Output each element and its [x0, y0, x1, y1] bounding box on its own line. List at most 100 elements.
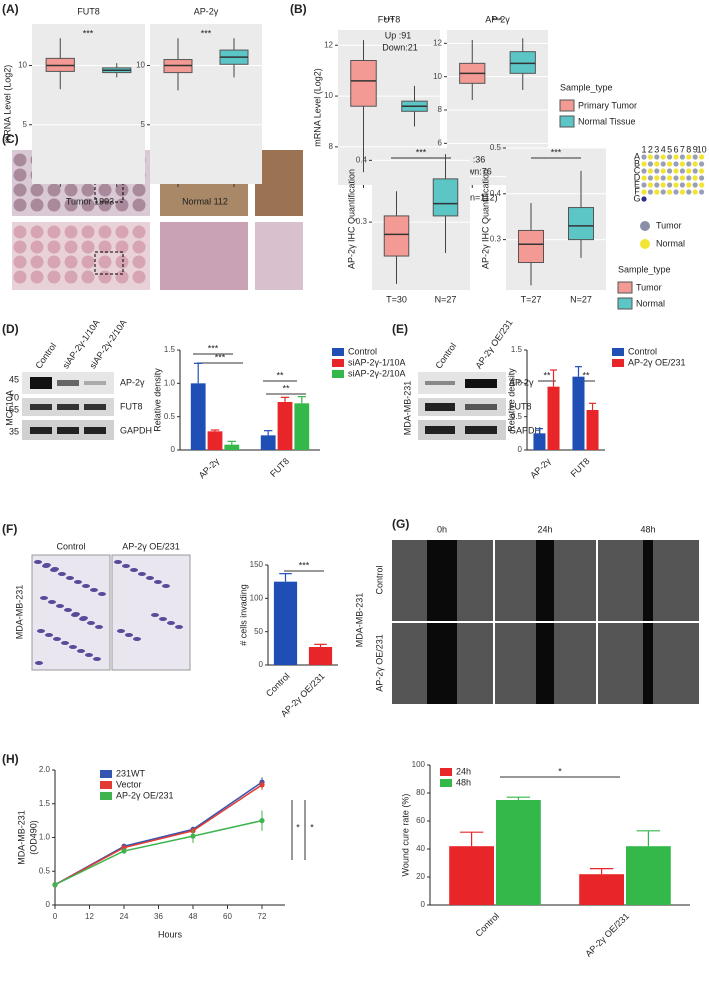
plate-row: B: [634, 158, 640, 168]
y-tick-label: 1.0: [164, 378, 176, 387]
annotation: Down:76: [456, 166, 492, 176]
tma-core: [115, 225, 129, 239]
plate-dot: [699, 168, 705, 174]
bar: [308, 647, 333, 665]
plate-dot: [660, 189, 666, 195]
y-axis-label: AP-2γ IHC Quantification: [480, 169, 490, 269]
plate-dot: [686, 161, 692, 167]
annotation: ***: [83, 28, 94, 38]
legend-swatch: [100, 781, 112, 789]
legend-label: Vector: [116, 779, 142, 789]
band-label: FUT8: [120, 401, 143, 411]
legend-swatch: [559, 99, 575, 112]
plate-dot: [660, 161, 666, 167]
y-axis-label: Wound cure rate (%): [400, 794, 410, 877]
plate-dot: [654, 154, 660, 160]
cell: [93, 657, 101, 661]
tma-core: [47, 225, 61, 239]
y-tick-label: 1.0: [511, 378, 523, 387]
x-tick-label: N=27: [435, 294, 457, 304]
plate-dot: [660, 154, 666, 160]
y-tick-label: 1.0: [39, 833, 51, 842]
y-tick-label: 0.5: [490, 143, 502, 152]
wound-gap: [643, 623, 653, 704]
annotation: ***: [384, 15, 395, 25]
line: [54, 819, 263, 886]
y-tick-label: 6: [438, 138, 443, 147]
box: [568, 207, 594, 241]
plate-dot: [673, 182, 679, 188]
facet-title: FUT8: [77, 6, 100, 16]
tma-core: [81, 255, 95, 269]
legend-label: siAP-2γ-2/10A: [348, 368, 406, 378]
bar: [572, 376, 585, 450]
cell: [87, 621, 95, 625]
plate-dot: [660, 196, 666, 202]
band: [30, 377, 52, 389]
tma-core: [115, 183, 129, 197]
line: [54, 784, 263, 886]
y-tick-label: 100: [250, 593, 264, 602]
tma-core: [13, 255, 27, 269]
plate-dot: [692, 189, 698, 195]
annotation: *: [558, 766, 562, 776]
tma-core: [47, 240, 61, 254]
marker: [259, 782, 265, 788]
kda-label: 55: [9, 404, 19, 414]
tma-core: [30, 225, 44, 239]
panel-letter: (G): [392, 517, 409, 531]
tma-core: [13, 183, 27, 197]
panel-bg: [32, 24, 145, 184]
cell: [151, 613, 159, 617]
y-tick-label: 12: [324, 40, 333, 49]
band-label: GAPDH: [509, 425, 541, 435]
y-tick-label: 0: [171, 445, 176, 454]
bar: [207, 431, 223, 450]
lane-label: Control: [433, 341, 458, 371]
cell: [125, 633, 133, 637]
y-axis-label: (OD490): [28, 820, 38, 855]
marker: [121, 848, 127, 854]
bar: [579, 874, 624, 905]
cell: [58, 572, 66, 576]
legend-label: Primary Tumor: [578, 100, 637, 110]
x-tick-label: T=30: [386, 294, 407, 304]
panel-letter: (D): [2, 322, 19, 336]
plate-dot: [641, 175, 647, 181]
plate-dot: [667, 189, 673, 195]
plate-dot: [667, 182, 673, 188]
plate-dot: [667, 154, 673, 160]
plate-row: G: [633, 193, 640, 203]
cell: [82, 584, 90, 588]
tma-core: [64, 225, 78, 239]
cell: [133, 637, 141, 641]
legend-label: siAP-2γ-1/10A: [348, 357, 406, 367]
plate-dot: [692, 196, 698, 202]
wound-gap: [643, 540, 653, 621]
plate-dot: [654, 175, 660, 181]
cell: [66, 576, 74, 580]
plate-dot: [647, 182, 654, 188]
tma-core: [81, 240, 95, 254]
legend-swatch: [612, 348, 624, 356]
tma-core: [64, 270, 78, 284]
cell: [37, 629, 45, 633]
tma-core: [64, 198, 78, 212]
band: [465, 404, 497, 410]
group-label: Normal 112: [182, 196, 228, 206]
x-tick-label: 60: [223, 912, 232, 921]
cell: [64, 608, 72, 612]
legend-swatch: [332, 359, 344, 367]
wound-gap: [536, 623, 554, 704]
tma-core: [115, 255, 129, 269]
plate-dot: [692, 154, 698, 160]
y-tick-label: 150: [250, 560, 264, 569]
y-tick-label: 0.5: [511, 412, 523, 421]
annotation: *: [296, 822, 300, 832]
cell-label: MDA-MB-231: [402, 381, 412, 436]
legend-label: Normal: [636, 298, 665, 308]
plate-dot: [641, 189, 647, 195]
cell: [98, 592, 106, 596]
x-tick-label: FUT8: [569, 456, 592, 479]
x-axis-label: Hours: [158, 929, 183, 939]
